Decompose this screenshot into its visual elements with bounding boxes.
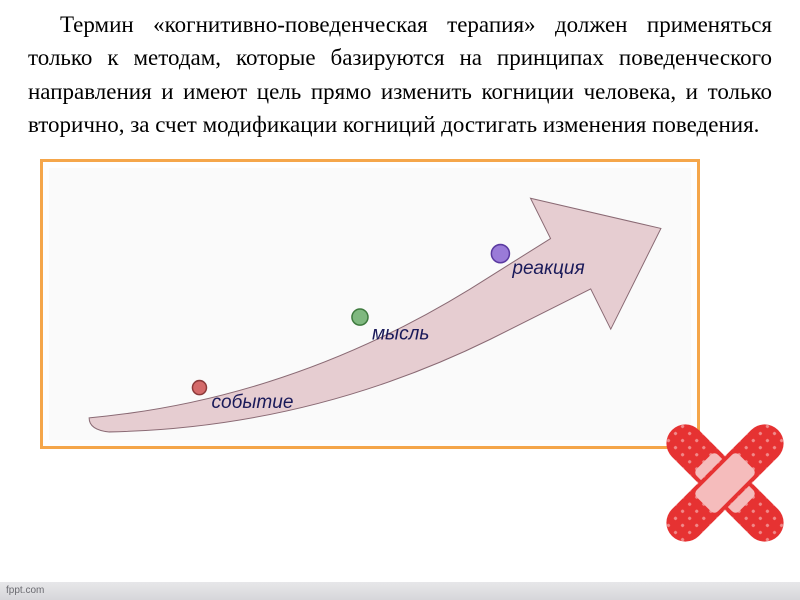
- reaction-dot: [491, 245, 509, 263]
- paragraph-text: Термин «когнитивно-поведенческая терапия…: [28, 12, 772, 137]
- thought-label: мысль: [372, 324, 429, 345]
- event-label: событие: [212, 392, 294, 413]
- footer-text: fppt.com: [6, 585, 44, 596]
- body-paragraph: Термин «когнитивно-поведенческая терапия…: [0, 0, 800, 141]
- diagram-frame: событие мысль реакция: [40, 159, 700, 449]
- event-dot: [192, 381, 206, 395]
- flow-arrow: [89, 199, 661, 433]
- diagram-svg: событие мысль реакция: [49, 168, 691, 440]
- reaction-label: реакция: [511, 258, 584, 279]
- thought-dot: [352, 309, 368, 325]
- footer-bar: fppt.com: [0, 582, 800, 600]
- bandaid-icon: [640, 398, 800, 568]
- diagram-canvas: событие мысль реакция: [49, 168, 691, 440]
